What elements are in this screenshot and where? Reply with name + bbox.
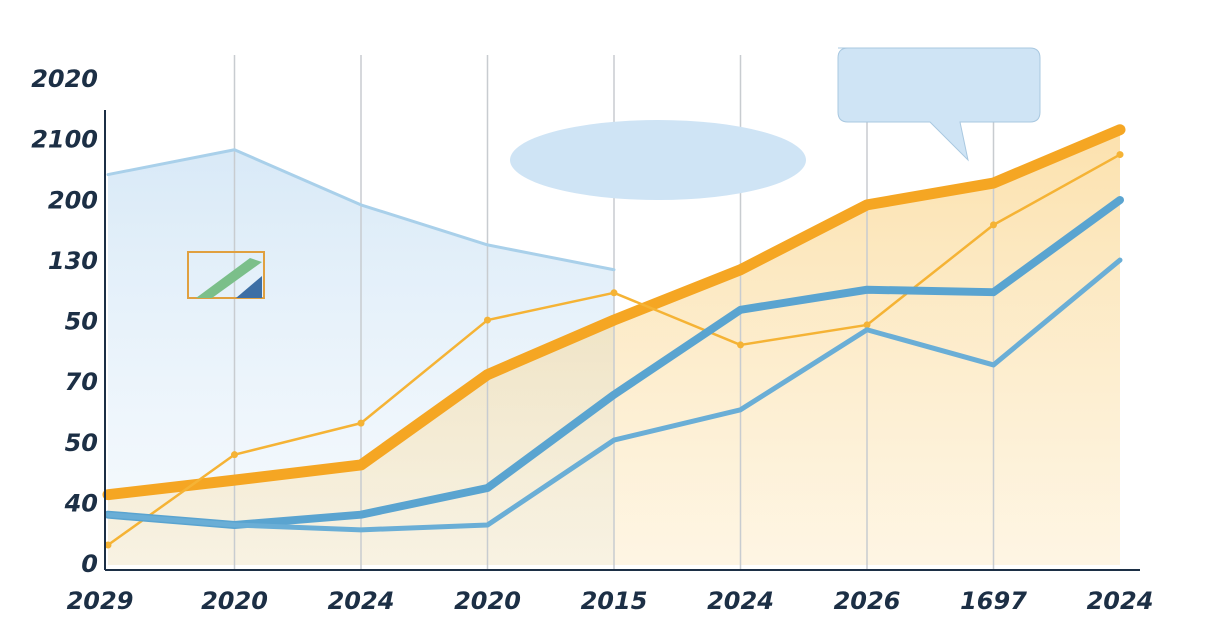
point	[863, 321, 871, 329]
callout	[837, 47, 1041, 162]
y-tick-label: 200	[48, 186, 98, 214]
line	[106, 148, 616, 272]
point	[610, 289, 618, 297]
logo	[187, 251, 265, 299]
y-tick-label: 40	[64, 489, 98, 517]
x-tick-label: 2015	[581, 587, 648, 615]
y-tick-label: 130	[48, 247, 98, 275]
x-tick-label: 2029	[67, 587, 134, 615]
x-tick-label: 2026	[834, 587, 901, 615]
point	[104, 541, 112, 549]
line	[104, 196, 1124, 529]
point	[231, 451, 238, 459]
y-tick-label: 0	[81, 550, 98, 578]
callout	[510, 120, 806, 200]
point	[357, 419, 365, 427]
x-tick-label: 1697	[960, 587, 1027, 615]
y-tick-label: 2100	[31, 126, 98, 154]
x-tick-label: 2024	[1087, 587, 1154, 615]
x-tick-label: 2024	[328, 587, 395, 615]
y-tick-label: 2020	[31, 65, 98, 93]
x-tick-label: 2020	[201, 587, 268, 615]
x-tick-label: 2020	[454, 587, 521, 615]
point	[737, 341, 744, 349]
y-tick-label: 50	[65, 429, 98, 457]
x-tick-label: 2024	[707, 587, 774, 615]
point	[1116, 151, 1124, 159]
point	[990, 221, 997, 229]
y-tick-label: 50	[65, 308, 98, 336]
line	[105, 257, 1123, 533]
line	[102, 124, 1126, 501]
point	[484, 316, 491, 324]
y-tick-label: 70	[65, 368, 98, 396]
